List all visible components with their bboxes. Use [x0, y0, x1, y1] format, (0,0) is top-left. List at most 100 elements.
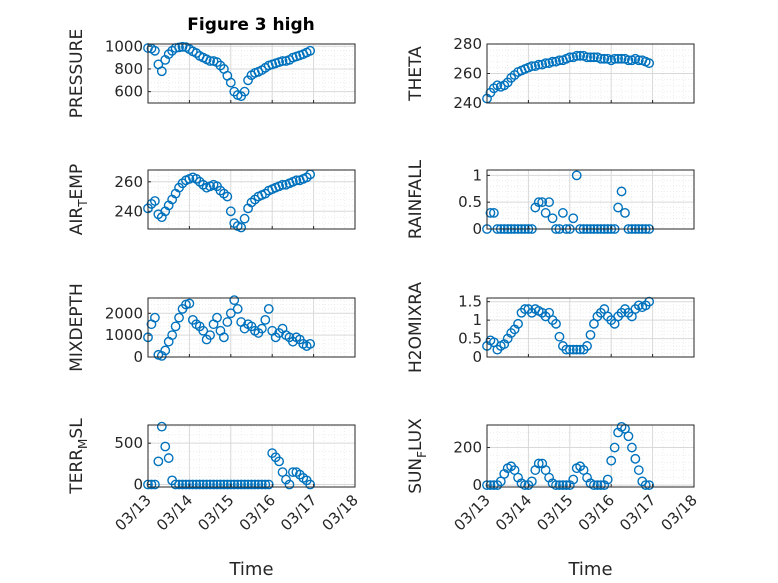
- data-point: [212, 312, 222, 323]
- data-point: [225, 308, 236, 319]
- subplot-3: 240 260 AIRTEMP: [67, 164, 356, 235]
- data-point: [225, 479, 236, 490]
- data-point: [229, 479, 240, 490]
- data-point: [205, 330, 216, 341]
- subplot-4: 0 0.5 1 RAINFALL: [406, 159, 695, 239]
- data-point: [644, 58, 655, 69]
- y-tick-label: 0.5: [458, 193, 482, 211]
- data-point: [236, 479, 247, 490]
- axes-frame: [147, 424, 356, 488]
- data-point: [149, 479, 160, 490]
- data-point: [627, 442, 637, 453]
- data-point: [170, 321, 181, 332]
- y-tick-label: 240: [114, 202, 143, 220]
- data-point: [277, 56, 288, 66]
- data-point: [225, 206, 236, 217]
- figure-title: Figure 3 high: [187, 15, 315, 35]
- data-point: [187, 479, 198, 490]
- data-point: [602, 474, 613, 485]
- data-point: [149, 312, 160, 323]
- y-tick-label: 240: [453, 94, 482, 112]
- data-point: [287, 467, 298, 478]
- data-point: [305, 479, 316, 490]
- data-point: [218, 332, 229, 343]
- data-point: [582, 341, 592, 351]
- data-point: [243, 479, 253, 490]
- data-point: [540, 208, 551, 218]
- axes-frame: [147, 169, 356, 230]
- data-point: [558, 480, 568, 491]
- y-tick-label: 1000: [105, 37, 143, 55]
- data-point: [246, 479, 257, 490]
- data-point: [533, 197, 544, 208]
- data-point: [174, 42, 184, 53]
- data-point: [229, 295, 240, 306]
- y-axis-label: H2OMIXRA: [406, 282, 426, 373]
- data-point: [250, 479, 260, 490]
- data-point: [156, 421, 167, 432]
- data-point: [205, 479, 216, 490]
- data-point: [592, 480, 603, 491]
- y-tick-label: 0.5: [458, 330, 482, 348]
- data-point: [222, 317, 233, 327]
- axes-frame: [147, 43, 356, 104]
- data-point: [540, 58, 551, 69]
- y-axis-label: PRESSURE: [67, 29, 87, 118]
- axes-background: [148, 170, 355, 229]
- data-point: [595, 53, 606, 64]
- axes-frame: [486, 43, 695, 104]
- data-point: [544, 197, 554, 208]
- data-point: [256, 323, 267, 334]
- data-point: [194, 479, 205, 490]
- data-point: [526, 476, 537, 487]
- y-axis-label: MIXDEPTH: [67, 283, 87, 372]
- data-point: [305, 45, 316, 56]
- data-point: [595, 480, 606, 491]
- data-point: [623, 431, 634, 442]
- y-axis-label: THETA: [406, 46, 426, 102]
- y-axis-label: TERRMSL: [67, 418, 90, 495]
- data-point: [284, 479, 295, 490]
- data-point: [558, 208, 568, 218]
- data-point: [609, 442, 620, 453]
- y-tick-label: 0: [472, 348, 482, 366]
- data-point: [263, 304, 274, 314]
- y-tick-label: 260: [453, 65, 482, 83]
- y-axis-label: RAINFALL: [406, 159, 426, 239]
- data-point: [571, 344, 582, 355]
- data-point: [225, 77, 236, 88]
- data-point: [205, 56, 216, 66]
- data-point: [160, 441, 171, 452]
- data-point: [184, 479, 195, 490]
- data-point: [568, 213, 579, 224]
- y-tick-label: 260: [114, 173, 143, 191]
- data-point: [167, 330, 178, 341]
- data-point: [218, 479, 229, 490]
- data-point: [571, 170, 582, 181]
- subplot-1: 600 800 1000 PRESSURE: [67, 29, 356, 118]
- data-point: [146, 479, 157, 490]
- data-point: [263, 479, 274, 490]
- data-point: [633, 55, 644, 66]
- data-point: [201, 479, 212, 490]
- data-point: [561, 480, 572, 491]
- axes-frame: [486, 424, 695, 488]
- data-point: [177, 479, 188, 490]
- data-point: [526, 61, 537, 72]
- subplot-6: 00.511.5 H2OMIXRA: [406, 282, 695, 373]
- data-point: [582, 52, 592, 63]
- y-tick-label: 600: [114, 83, 143, 101]
- data-point: [163, 453, 174, 463]
- y-tick-label: 280: [453, 35, 482, 53]
- data-point: [533, 59, 544, 70]
- x-axis-label: Time: [567, 559, 612, 580]
- data-point: [599, 53, 610, 64]
- data-point: [533, 458, 544, 469]
- data-point: [551, 480, 561, 491]
- data-point: [184, 298, 195, 309]
- data-point: [564, 52, 575, 63]
- data-point: [585, 329, 596, 340]
- y-tick-label: 1000: [105, 326, 143, 344]
- data-point: [564, 344, 575, 355]
